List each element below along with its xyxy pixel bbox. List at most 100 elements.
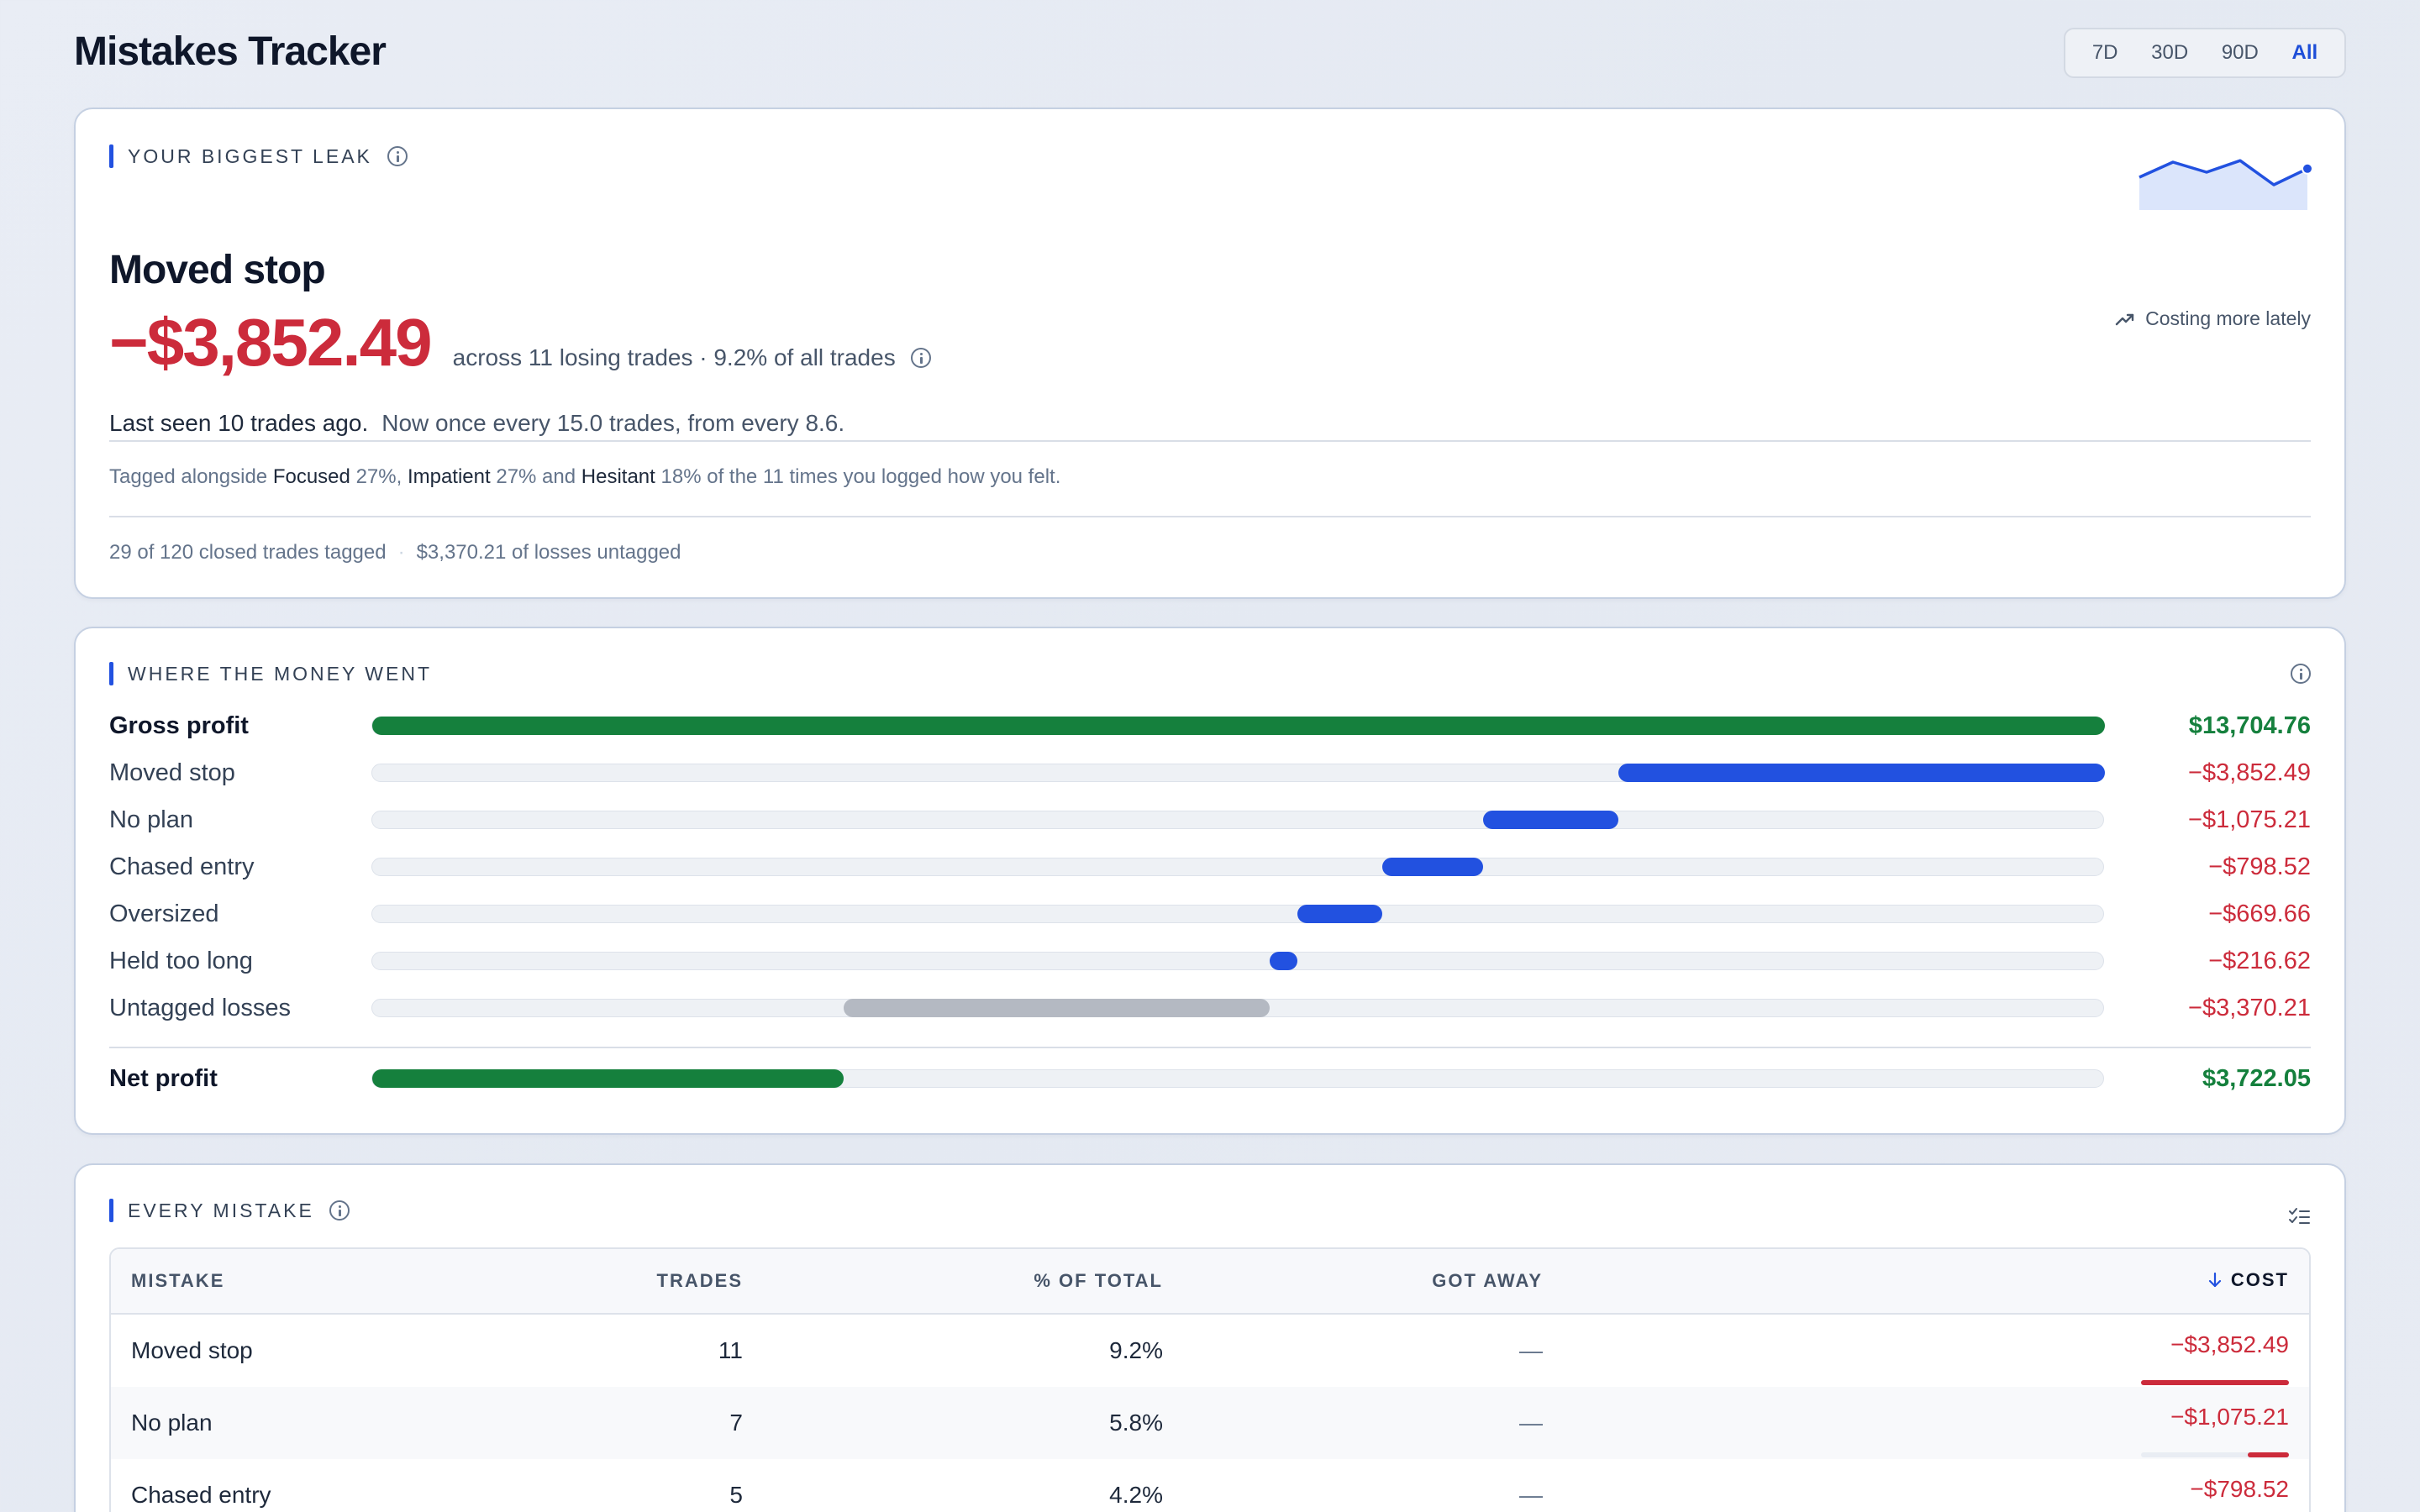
row-label: Net profit: [109, 1064, 218, 1092]
row-label: Chased entry: [109, 853, 255, 880]
checklist-icon[interactable]: [2287, 1205, 2311, 1229]
divider: [109, 440, 2311, 442]
emotion-pct: 27%: [496, 465, 537, 488]
emotion-name: Hesitant: [581, 465, 655, 488]
section-accent-bar: [109, 1199, 113, 1222]
emotion-name: Focused: [272, 465, 350, 488]
waterfall-row: Untagged losses −$3,370.21: [109, 991, 2311, 1025]
row-label: Held too long: [109, 947, 253, 974]
cost-value: −$798.52: [2190, 1476, 2289, 1502]
row-label: Oversized: [109, 900, 219, 927]
column-header-pct[interactable]: % OF TOTAL: [1034, 1270, 1163, 1291]
cost-share-track: [2141, 1380, 2289, 1385]
row-value: −$216.62: [2208, 947, 2311, 974]
mistakes-table: MISTAKE TRADES % OF TOTAL GOT AWAY COST …: [109, 1247, 2311, 1512]
cell-cost: −$3,852.49: [1543, 1331, 2309, 1385]
column-header-mistake[interactable]: MISTAKE: [131, 1270, 225, 1291]
info-icon[interactable]: [387, 146, 408, 166]
column-header-cost[interactable]: COST: [1543, 1269, 2309, 1294]
waterfall-row: Gross profit $13,704.76: [109, 709, 2311, 743]
section-label: EVERY MISTAKE: [128, 1199, 314, 1221]
leak-context-text: across 11 losing trades · 9.2% of all tr…: [452, 344, 896, 370]
bar-track: [371, 811, 2104, 829]
bar-track: [371, 999, 2104, 1017]
mistake-cost-bar: [1382, 858, 1483, 876]
section-label: YOUR BIGGEST LEAK: [128, 144, 372, 167]
cell-mistake: Moved stop: [131, 1337, 253, 1363]
range-7d-button[interactable]: 7D: [2091, 41, 2118, 64]
bar-track: [371, 764, 2105, 782]
range-30d-button[interactable]: 30D: [2151, 41, 2189, 64]
bar-track: [371, 1069, 2104, 1088]
mistake-cost-bar: [1618, 764, 2105, 782]
table-row[interactable]: Chased entry 5 4.2% — −$798.52: [111, 1459, 2309, 1512]
cell-mistake: No plan: [131, 1410, 213, 1436]
table-row[interactable]: Moved stop 11 9.2% — −$3,852.49: [111, 1315, 2309, 1387]
emotion-name: Impatient: [407, 465, 491, 488]
mistake-cost-bar: [1482, 811, 1618, 829]
cost-share-track: [2141, 1452, 2289, 1457]
cell-got-away: —: [1519, 1337, 1543, 1363]
cost-value: −$1,075.21: [2170, 1404, 2289, 1430]
cost-header-label: COST: [2230, 1268, 2289, 1290]
untagged-losses-bar: [843, 999, 1270, 1017]
net-profit-bar: [372, 1069, 844, 1088]
separator: ·: [397, 541, 405, 564]
range-selector: 7D 30D 90D All: [2064, 28, 2346, 78]
biggest-leak-heading: YOUR BIGGEST LEAK: [109, 144, 408, 168]
sort-down-arrow-icon: [2208, 1272, 2221, 1287]
emotion-pct: 18%: [660, 465, 702, 488]
tagged-suffix: of the 11 times you logged how you felt.: [707, 465, 1061, 488]
section-accent-bar: [109, 144, 113, 168]
money-waterfall-card: WHERE THE MONEY WENT Gross profit $13,704…: [74, 627, 2346, 1135]
row-label: No plan: [109, 806, 193, 833]
column-header-trades[interactable]: TRADES: [656, 1270, 743, 1291]
row-value: $13,704.76: [2188, 711, 2311, 739]
row-value: −$1,075.21: [2188, 806, 2311, 833]
cell-pct: 5.8%: [1109, 1410, 1163, 1436]
bar-track: [371, 717, 2105, 735]
bar-track: [371, 905, 2104, 923]
leak-mistake-name: Moved stop: [109, 248, 326, 292]
divider: [109, 516, 2311, 517]
cell-pct: 4.2%: [1109, 1482, 1163, 1508]
cost-value: −$3,852.49: [2170, 1331, 2289, 1357]
column-header-got-away[interactable]: GOT AWAY: [1432, 1270, 1543, 1291]
every-mistake-card: EVERY MISTAKE MISTAKE TRADES % OF TOTAL …: [74, 1163, 2346, 1512]
range-90d-button[interactable]: 90D: [2221, 41, 2259, 64]
cell-mistake: Chased entry: [131, 1482, 271, 1508]
cost-share-bar: [2247, 1452, 2289, 1457]
row-label: Untagged losses: [109, 994, 292, 1021]
waterfall-row: Moved stop −$3,852.49: [109, 756, 2311, 790]
cell-got-away: —: [1519, 1482, 1543, 1508]
info-icon[interactable]: [329, 1200, 350, 1221]
info-icon[interactable]: [2291, 664, 2311, 684]
biggest-leak-card: YOUR BIGGEST LEAK Costing more lately Mo…: [74, 108, 2346, 599]
cell-pct: 9.2%: [1109, 1337, 1163, 1363]
cell-cost: −$1,075.21: [1543, 1404, 2309, 1457]
waterfall-row: Chased entry −$798.52: [109, 850, 2311, 884]
untagged-losses: $3,370.21 of losses untagged: [416, 541, 681, 564]
trend-note-text: Costing more lately: [2145, 307, 2311, 329]
tagged-count: 29 of 120 closed trades tagged: [109, 541, 387, 564]
table-body: Moved stop 11 9.2% — −$3,852.49 No plan 7 5.8% —…: [111, 1315, 2309, 1512]
gross-profit-bar: [372, 717, 2105, 735]
cell-got-away: —: [1519, 1410, 1543, 1436]
table-header: MISTAKE TRADES % OF TOTAL GOT AWAY COST: [111, 1249, 2309, 1315]
cell-cost: −$798.52: [1543, 1476, 2309, 1503]
every-mistake-heading: EVERY MISTAKE: [109, 1199, 350, 1222]
waterfall-row: Oversized −$669.66: [109, 897, 2311, 931]
cell-trades: 5: [729, 1482, 743, 1508]
bar-track: [371, 952, 2104, 970]
mistake-cost-bar: [1270, 952, 1298, 970]
row-value: −$3,370.21: [2188, 994, 2311, 1021]
trend-sparkline: [2139, 159, 2313, 210]
row-value: −$798.52: [2208, 853, 2311, 880]
range-all-button[interactable]: All: [2291, 41, 2318, 64]
info-icon[interactable]: [910, 348, 931, 368]
emotion-tag-summary: Tagged alongside Focused 27%, Impatient …: [109, 465, 1061, 488]
cell-trades: 11: [718, 1337, 743, 1363]
frequency-text: Now once every 15.0 trades, from every 8…: [381, 410, 845, 436]
waterfall-row: Held too long −$216.62: [109, 944, 2311, 978]
table-row[interactable]: No plan 7 5.8% — −$1,075.21: [111, 1387, 2309, 1459]
